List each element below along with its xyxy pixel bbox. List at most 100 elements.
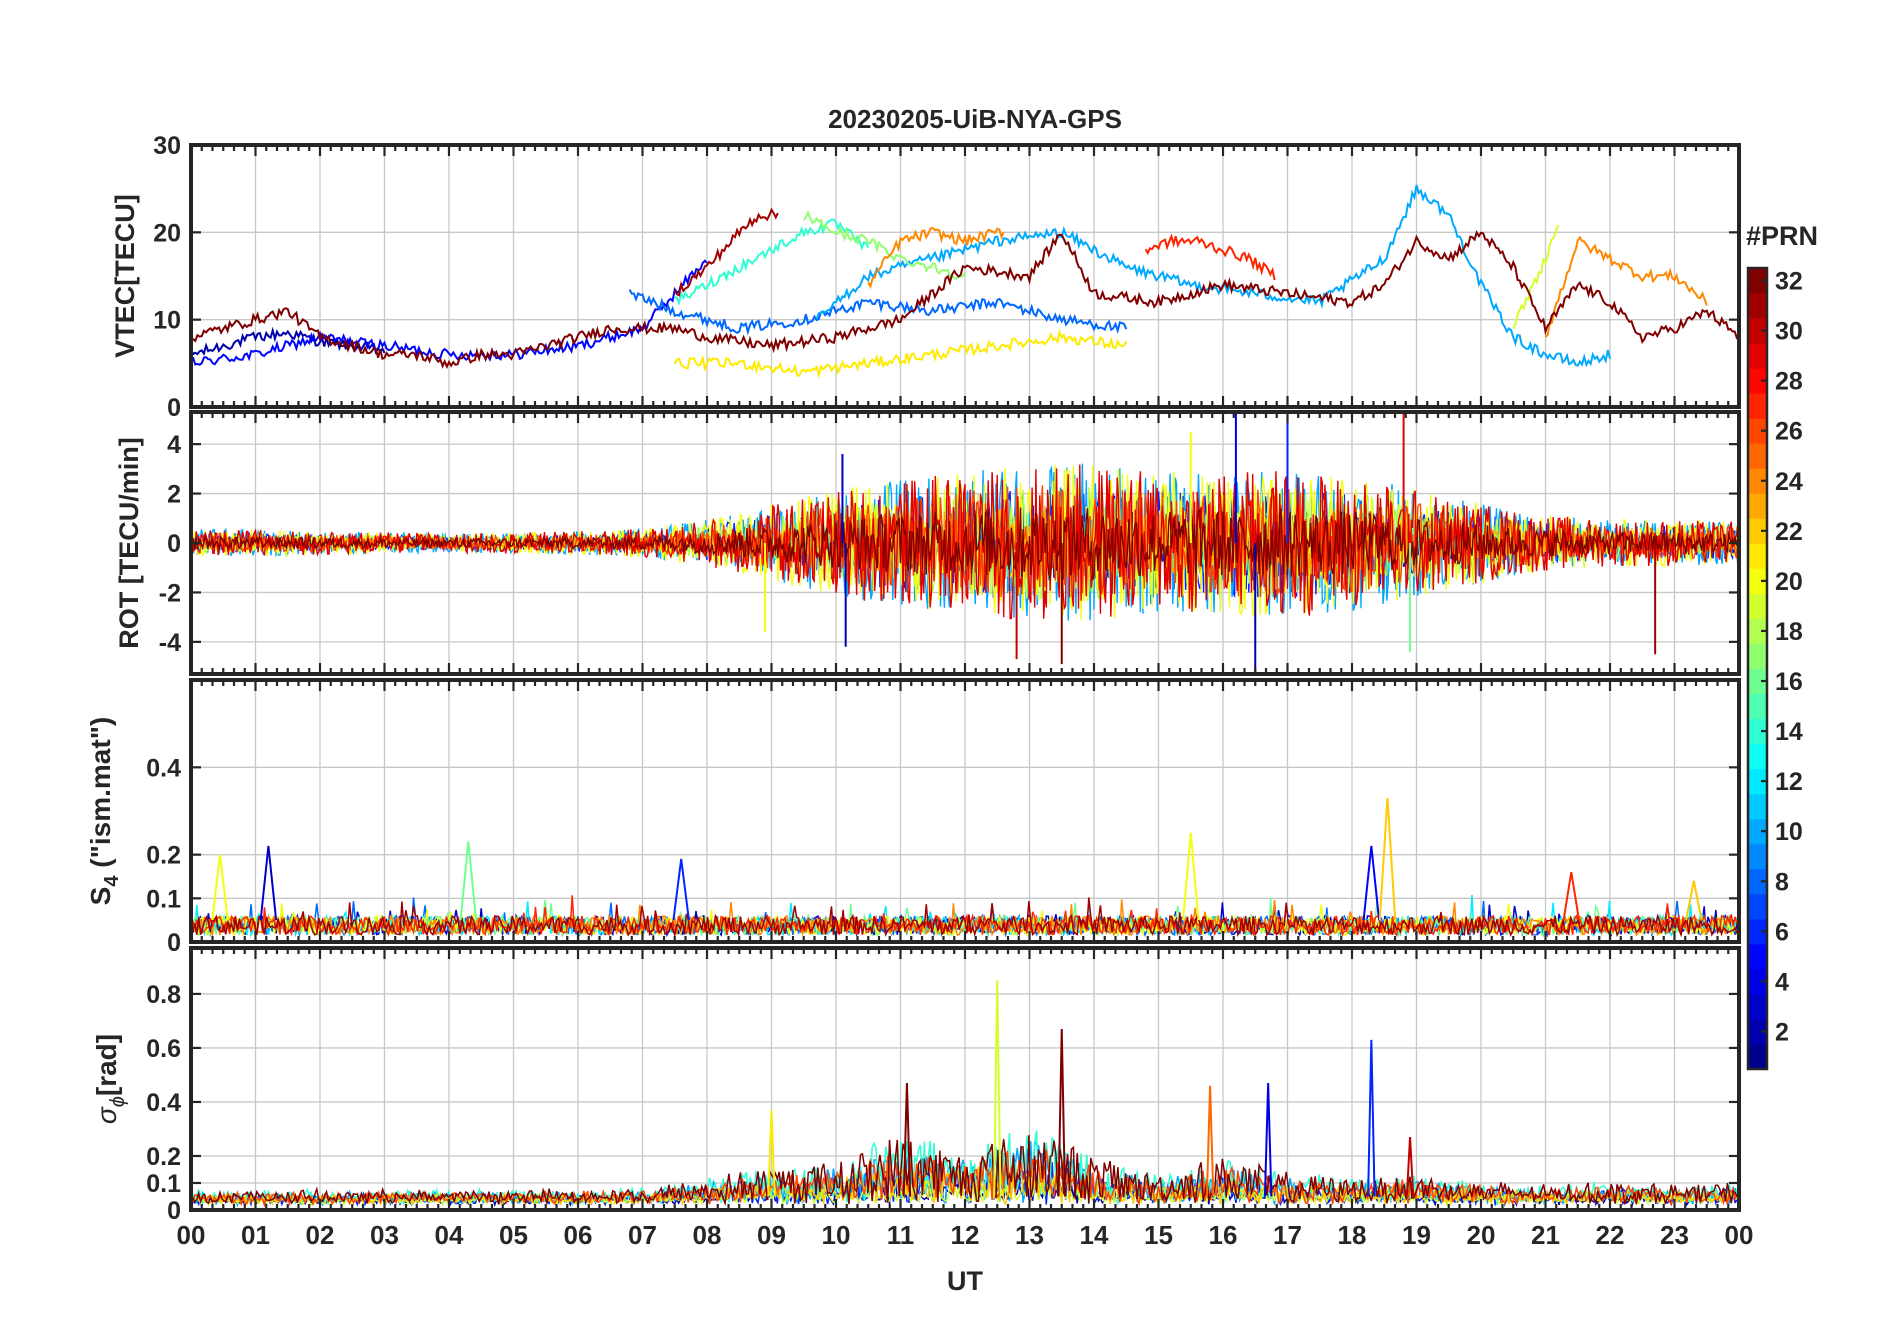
- s4-peak: [1362, 845, 1381, 921]
- figure-title: 20230205-UiB-NYA-GPS: [828, 104, 1122, 134]
- colorbar-band: [1748, 868, 1767, 895]
- y-tick-label: 4: [167, 431, 181, 459]
- colorbar-band: [1748, 818, 1767, 845]
- colorbar-band: [1748, 468, 1767, 494]
- vtec-trace: [673, 329, 1128, 379]
- colorbar-band: [1748, 568, 1767, 594]
- s4-plot-area: [190, 797, 1738, 938]
- colorbar-band: [1748, 943, 1767, 970]
- y-tick-label: 0: [167, 394, 181, 422]
- x-tick-label: 19: [1402, 1220, 1431, 1250]
- vtec-trace: [674, 218, 870, 306]
- x-tick-label: 03: [370, 1220, 399, 1250]
- colorbar-tick-label: 12: [1775, 768, 1803, 796]
- rot-panel: 4 2 0 -2 -4 ROT [TECU/min]: [114, 410, 1741, 676]
- x-tick-label: 07: [628, 1220, 657, 1250]
- colorbar-band: [1748, 293, 1767, 319]
- x-tick-label: 11: [887, 1220, 915, 1250]
- y-tick-label: 0.2: [146, 842, 181, 870]
- x-tick-labels: 00 01 02 03 04 05 06 07 08 09 10 11 12 13 14 15 16 17 18 19…: [177, 1220, 1754, 1250]
- colorbar-band: [1748, 268, 1767, 294]
- colorbar-band: [1748, 443, 1767, 469]
- s4-peak: [1182, 832, 1200, 921]
- colorbar-band: [1748, 843, 1767, 870]
- sigma-peak: [1367, 1039, 1376, 1197]
- y-tick-label: 0.6: [146, 1035, 181, 1063]
- vtec-trace: [1144, 233, 1276, 281]
- s4-peak: [211, 854, 229, 921]
- x-tick-label: 15: [1144, 1220, 1173, 1250]
- y-tick-label: 20: [153, 219, 181, 247]
- x-tick-label: 10: [822, 1220, 851, 1250]
- x-tick-label: 00: [1725, 1220, 1754, 1250]
- y-tick-label: 2: [167, 481, 181, 509]
- colorbar-band: [1748, 1018, 1767, 1045]
- y-tick-label: -2: [159, 579, 181, 607]
- s4-peak: [672, 858, 690, 921]
- colorbar-band: [1748, 718, 1767, 745]
- colorbar-tick-label: 4: [1775, 968, 1789, 996]
- vtec-trace: [1512, 224, 1560, 329]
- colorbar-band: [1748, 643, 1767, 669]
- colorbar-band: [1748, 743, 1767, 770]
- colorbar-band: [1748, 1043, 1767, 1070]
- y-tick-label: 0.4: [146, 1089, 181, 1117]
- colorbar-band: [1748, 693, 1767, 720]
- s4-peak: [459, 841, 478, 921]
- y-tick-label: 0.1: [146, 1170, 181, 1198]
- colorbar-bands: [1748, 268, 1767, 1070]
- sigma-peak: [993, 980, 1002, 1197]
- vtec-trace: [867, 227, 1005, 290]
- colorbar-band: [1748, 768, 1767, 795]
- y-tick-label: 0.8: [146, 981, 181, 1009]
- sigma-ticks: 00.10.2 0.4 0.6 0.8: [146, 948, 1741, 1225]
- vtec-trace: [190, 259, 708, 366]
- x-tick-label: 12: [951, 1220, 980, 1250]
- rot-plot-area: [190, 412, 1740, 674]
- colorbar-tick-label: 26: [1775, 418, 1803, 446]
- sigma-peak: [1405, 1137, 1415, 1197]
- y-tick-label: 0: [167, 929, 181, 957]
- x-tick-label: 00: [177, 1220, 206, 1250]
- x-tick-label: 23: [1660, 1220, 1689, 1250]
- sigma-ylabel: σϕ[rad]: [91, 1034, 129, 1124]
- x-tick-label: 17: [1273, 1220, 1302, 1250]
- x-tick-label: 09: [757, 1220, 786, 1250]
- s4-peak: [259, 845, 278, 921]
- s4-trace: [190, 897, 1738, 938]
- rot-ylabel: ROT [TECU/min]: [114, 437, 144, 648]
- colorbar-tick-label: 28: [1775, 368, 1803, 396]
- colorbar-band: [1748, 418, 1767, 444]
- x-tick-label: 02: [306, 1220, 335, 1250]
- colorbar-tick-label: 10: [1775, 818, 1803, 846]
- sigma-trace: [190, 1135, 1738, 1207]
- colorbar-band: [1748, 368, 1767, 394]
- x-tick-label: 06: [564, 1220, 593, 1250]
- sigma-peak: [1205, 1085, 1215, 1197]
- colorbar-band: [1748, 993, 1767, 1020]
- rot-trace: [190, 464, 1740, 620]
- sigma-panel: 00.10.2 0.4 0.6 0.8 σϕ[rad]: [91, 946, 1741, 1225]
- s4-peak: [1685, 880, 1703, 921]
- colorbar-band: [1748, 318, 1767, 344]
- colorbar-tick-label: 22: [1775, 518, 1803, 546]
- vtec-ylabel: VTEC[TECU]: [110, 194, 140, 358]
- colorbar-tick-label: 18: [1775, 618, 1803, 646]
- x-tick-label: 20: [1467, 1220, 1496, 1250]
- colorbar-tick-label: 14: [1775, 718, 1803, 746]
- rot-trace: [190, 505, 1740, 581]
- y-tick-label: 0: [167, 1197, 181, 1225]
- colorbar-band: [1748, 593, 1767, 619]
- x-tick-label: 21: [1531, 1220, 1560, 1250]
- y-tick-label: 0: [167, 530, 181, 558]
- y-tick-label: 0.4: [146, 754, 181, 782]
- rot-trace: [190, 463, 1740, 621]
- colorbar-band: [1748, 968, 1767, 995]
- x-tick-label: 01: [241, 1220, 270, 1250]
- vtec-panel: 0 10 20 30 VTEC[TECU]: [110, 132, 1741, 422]
- sigma-plot-area: [190, 980, 1738, 1208]
- colorbar-band: [1748, 893, 1767, 920]
